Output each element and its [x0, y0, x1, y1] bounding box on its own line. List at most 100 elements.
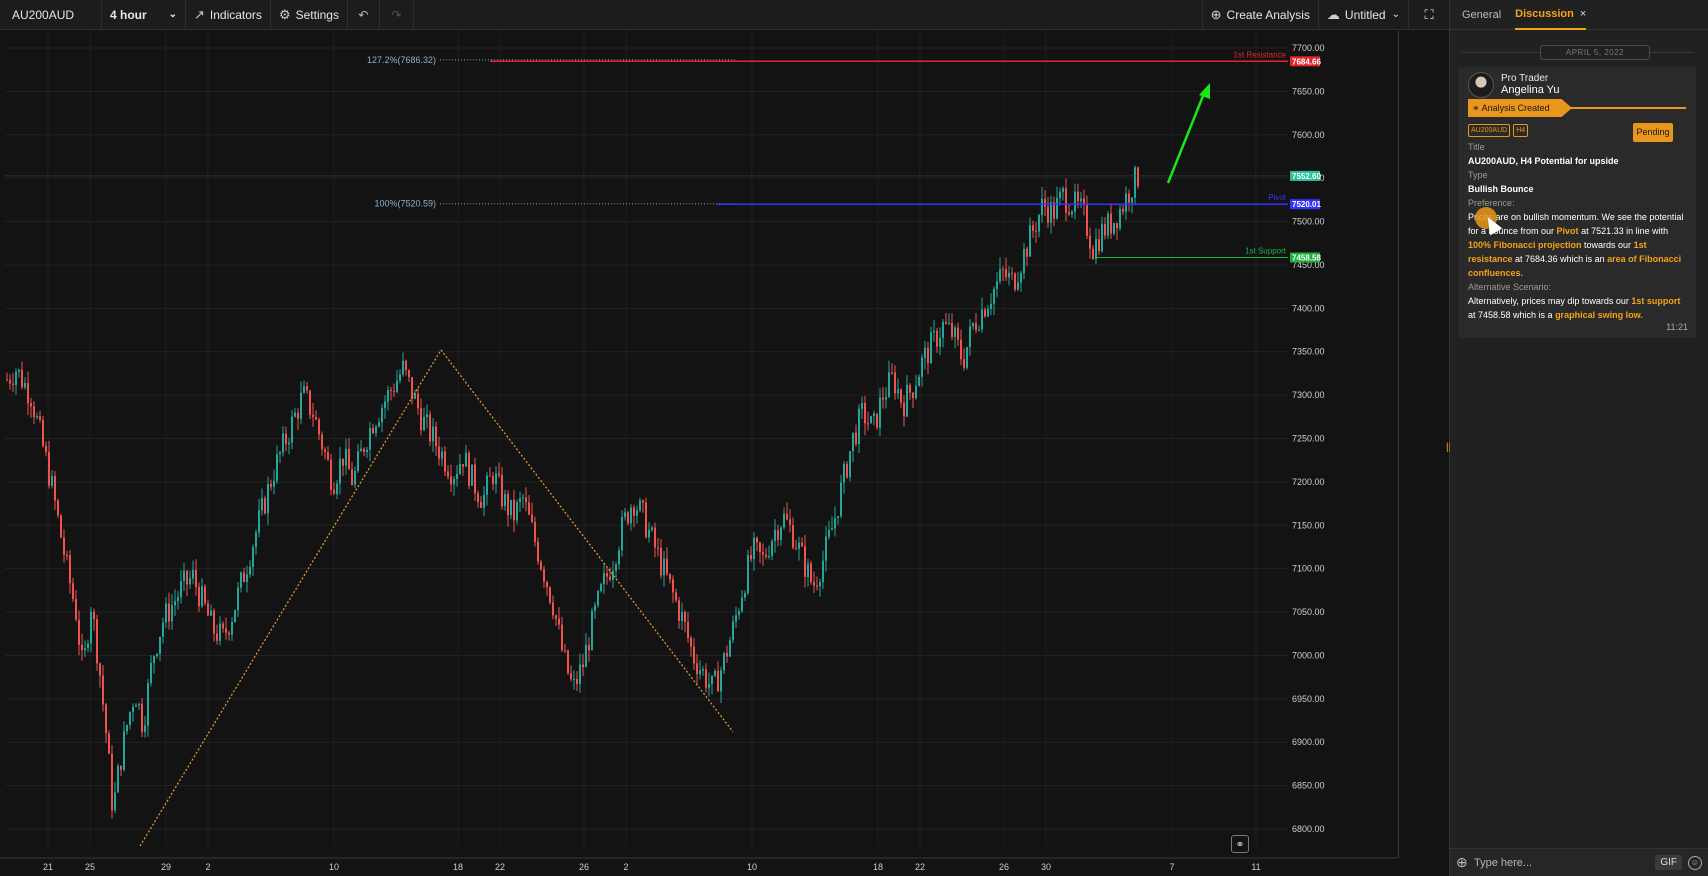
candle-body — [108, 733, 110, 754]
candle-body — [738, 611, 740, 616]
candle-body — [873, 413, 875, 417]
candle-body — [177, 597, 179, 602]
candle-body — [369, 427, 371, 450]
interval-selector[interactable]: 4 hour ⌄ — [102, 0, 186, 30]
candle-body — [138, 703, 140, 706]
candle-body — [276, 454, 278, 481]
candle-body — [330, 459, 332, 490]
candle-body — [1020, 273, 1022, 283]
indicators-button[interactable]: ↗ Indicators — [186, 0, 271, 30]
type-label: Type — [1468, 170, 1488, 180]
candle-body — [1011, 272, 1013, 274]
resize-handle-icon[interactable]: || — [1446, 442, 1452, 453]
tab-general[interactable]: General — [1462, 0, 1501, 30]
candle-body — [678, 600, 680, 621]
candle-body — [729, 640, 731, 657]
attach-icon[interactable]: ⊕ — [1456, 854, 1468, 870]
x-tick-label: 10 — [329, 862, 339, 872]
candle-body — [687, 622, 689, 638]
candle-body — [630, 507, 632, 524]
candle-body — [867, 423, 869, 425]
candle-body — [900, 389, 902, 403]
candle-body — [171, 605, 173, 622]
candle-body — [555, 615, 557, 619]
candle-body — [987, 308, 989, 317]
candle-body — [1128, 193, 1130, 203]
settings-button[interactable]: ⚙ Settings — [271, 0, 348, 30]
status-track — [1568, 107, 1686, 109]
candle-body — [603, 573, 605, 585]
candle-body — [42, 419, 44, 446]
y-tick-label: 7450.00 — [1292, 260, 1325, 270]
level-price-label: 7520.01 — [1292, 200, 1321, 209]
candle-body — [537, 541, 539, 562]
candle-body — [495, 473, 497, 485]
pending-button[interactable]: Pending — [1633, 123, 1673, 142]
candle-body — [1077, 191, 1079, 202]
title-label: Title — [1468, 142, 1485, 152]
tab-discussion[interactable]: Discussion × — [1515, 0, 1587, 30]
title-value: AU200AUD, H4 Potential for upside — [1468, 156, 1619, 166]
redo-button[interactable]: ↷ — [380, 0, 414, 30]
message-input[interactable] — [1470, 856, 1656, 869]
emoji-icon[interactable]: ☺ — [1688, 855, 1702, 870]
candle-body — [51, 475, 53, 486]
candle-body — [732, 621, 734, 641]
candle-body — [291, 416, 293, 443]
candle-body — [1092, 248, 1094, 260]
create-analysis-button[interactable]: ⊕ Create Analysis — [1201, 0, 1319, 30]
candle-body — [69, 555, 71, 584]
candle-body — [504, 493, 506, 507]
y-tick-label: 6950.00 — [1292, 694, 1325, 704]
candle-body — [273, 480, 275, 487]
pref-text-2: at 7521.33 in line with — [1578, 226, 1669, 236]
candle-body — [975, 323, 977, 330]
candle-body — [960, 339, 962, 360]
indicators-icon: ↗ — [194, 6, 205, 22]
candle-body — [228, 632, 230, 635]
chart-canvas[interactable]: 7700.007650.007600.007550.007500.007450.… — [0, 31, 1449, 876]
candle-body — [750, 555, 752, 559]
candle-body — [852, 432, 854, 452]
candle-body — [813, 582, 815, 586]
layout-name: Untitled — [1344, 7, 1386, 22]
candle-body — [102, 675, 104, 705]
gif-button[interactable]: GIF — [1655, 855, 1682, 870]
level-price-tag — [1290, 56, 1320, 67]
undo-button[interactable]: ↶ — [348, 0, 380, 30]
candle-body — [633, 507, 635, 516]
candle-body — [339, 458, 341, 484]
level-price-label: 7458.58 — [1292, 253, 1321, 262]
candle-body — [876, 413, 878, 428]
candle-body — [966, 347, 968, 368]
status-badge: ⚭ Analysis Created — [1468, 99, 1572, 117]
candle-body — [261, 498, 263, 511]
candle-body — [822, 560, 824, 583]
candle-body — [498, 473, 500, 476]
fullscreen-button[interactable]: ⛶ — [1409, 0, 1449, 30]
candle-body — [141, 703, 143, 733]
candle-body — [237, 587, 239, 611]
candle-body — [891, 372, 893, 374]
candle-body — [195, 569, 197, 587]
candle-body — [351, 469, 353, 485]
candle-body — [1062, 188, 1064, 192]
lightbulb-icon[interactable]: ⚭ — [1231, 835, 1249, 853]
candle-body — [1110, 213, 1112, 234]
candle-body — [936, 330, 938, 347]
candle-body — [144, 725, 146, 733]
candle-body — [39, 416, 41, 420]
candle-body — [462, 464, 464, 467]
candle-body — [1005, 269, 1007, 278]
symbol-selector[interactable]: AU200AUD — [0, 0, 102, 30]
candle-body — [1098, 239, 1100, 252]
candle-body — [903, 402, 905, 417]
price-chart[interactable]: 7700.007650.007600.007550.007500.007450.… — [0, 31, 1449, 876]
candle-body — [165, 603, 167, 623]
close-icon[interactable]: × — [1579, 7, 1587, 20]
candle-body — [60, 515, 62, 538]
candle-body — [708, 684, 710, 688]
candle-body — [624, 512, 626, 517]
layout-selector[interactable]: ☁ Untitled ⌄ — [1319, 0, 1409, 30]
candle-body — [534, 522, 536, 542]
